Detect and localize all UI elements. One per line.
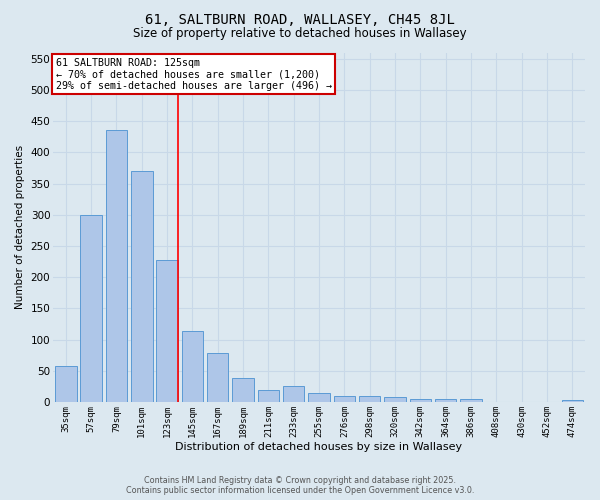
Bar bbox=[435, 400, 457, 402]
Bar bbox=[562, 400, 583, 402]
Y-axis label: Number of detached properties: Number of detached properties bbox=[15, 145, 25, 310]
Bar bbox=[182, 332, 203, 402]
Bar bbox=[308, 393, 330, 402]
Bar bbox=[207, 353, 229, 402]
Bar bbox=[359, 396, 380, 402]
Bar bbox=[334, 396, 355, 402]
Bar bbox=[80, 214, 102, 402]
Bar bbox=[232, 378, 254, 402]
Bar bbox=[283, 386, 304, 402]
Bar bbox=[131, 171, 152, 402]
Bar bbox=[257, 390, 279, 402]
Text: Size of property relative to detached houses in Wallasey: Size of property relative to detached ho… bbox=[133, 28, 467, 40]
Bar bbox=[55, 366, 77, 402]
Bar bbox=[106, 130, 127, 402]
Bar bbox=[460, 399, 482, 402]
Bar bbox=[157, 260, 178, 402]
Text: 61 SALTBURN ROAD: 125sqm
← 70% of detached houses are smaller (1,200)
29% of sem: 61 SALTBURN ROAD: 125sqm ← 70% of detach… bbox=[56, 58, 332, 91]
Text: 61, SALTBURN ROAD, WALLASEY, CH45 8JL: 61, SALTBURN ROAD, WALLASEY, CH45 8JL bbox=[145, 12, 455, 26]
X-axis label: Distribution of detached houses by size in Wallasey: Distribution of detached houses by size … bbox=[175, 442, 463, 452]
Text: Contains HM Land Registry data © Crown copyright and database right 2025.
Contai: Contains HM Land Registry data © Crown c… bbox=[126, 476, 474, 495]
Bar bbox=[410, 400, 431, 402]
Bar bbox=[384, 397, 406, 402]
